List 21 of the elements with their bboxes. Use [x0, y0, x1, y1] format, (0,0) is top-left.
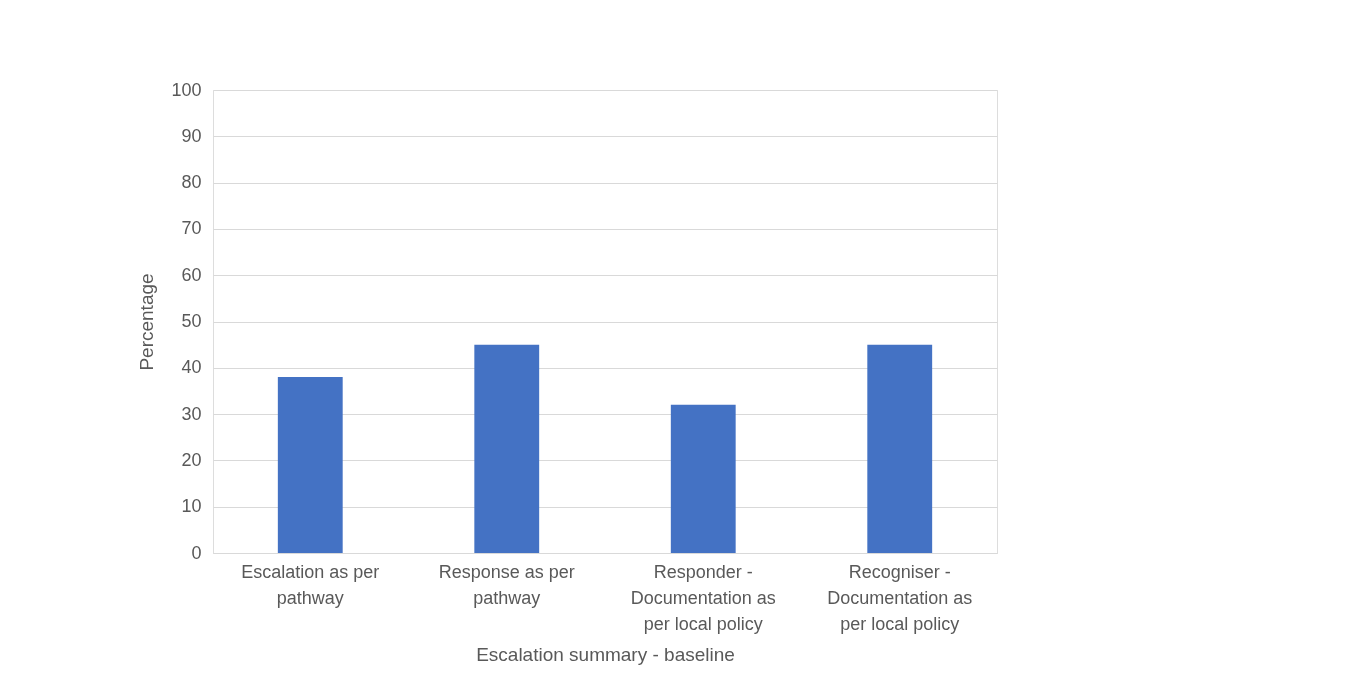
y-tick-label: 30 — [181, 403, 202, 424]
y-axis-title: Percentage — [136, 273, 158, 371]
y-tick-label: 60 — [181, 264, 202, 285]
bar — [277, 377, 343, 553]
x-tick-label: Responder - Documentation as per local policy — [630, 561, 776, 634]
y-tick-label: 50 — [181, 311, 202, 331]
y-tick-label: 90 — [181, 125, 202, 146]
x-tick-label: Escalation as per pathway — [241, 561, 380, 608]
bar — [670, 404, 736, 553]
y-tick-label: 0 — [191, 542, 202, 563]
y-tick-label: 10 — [181, 496, 202, 517]
y-tick-label: 20 — [181, 449, 202, 470]
x-tick-label: Recogniser - Documentation as per local policy — [827, 561, 973, 634]
y-tick-label: 100 — [171, 79, 202, 100]
bar — [867, 344, 933, 553]
y-tick-label: 40 — [181, 357, 202, 378]
y-tick-label: 80 — [181, 172, 202, 193]
x-axis-title: Escalation summary - baseline — [476, 643, 735, 665]
y-tick-label: 70 — [181, 218, 202, 239]
x-tick-label: Response as per pathway — [438, 561, 575, 608]
bar — [474, 344, 540, 553]
